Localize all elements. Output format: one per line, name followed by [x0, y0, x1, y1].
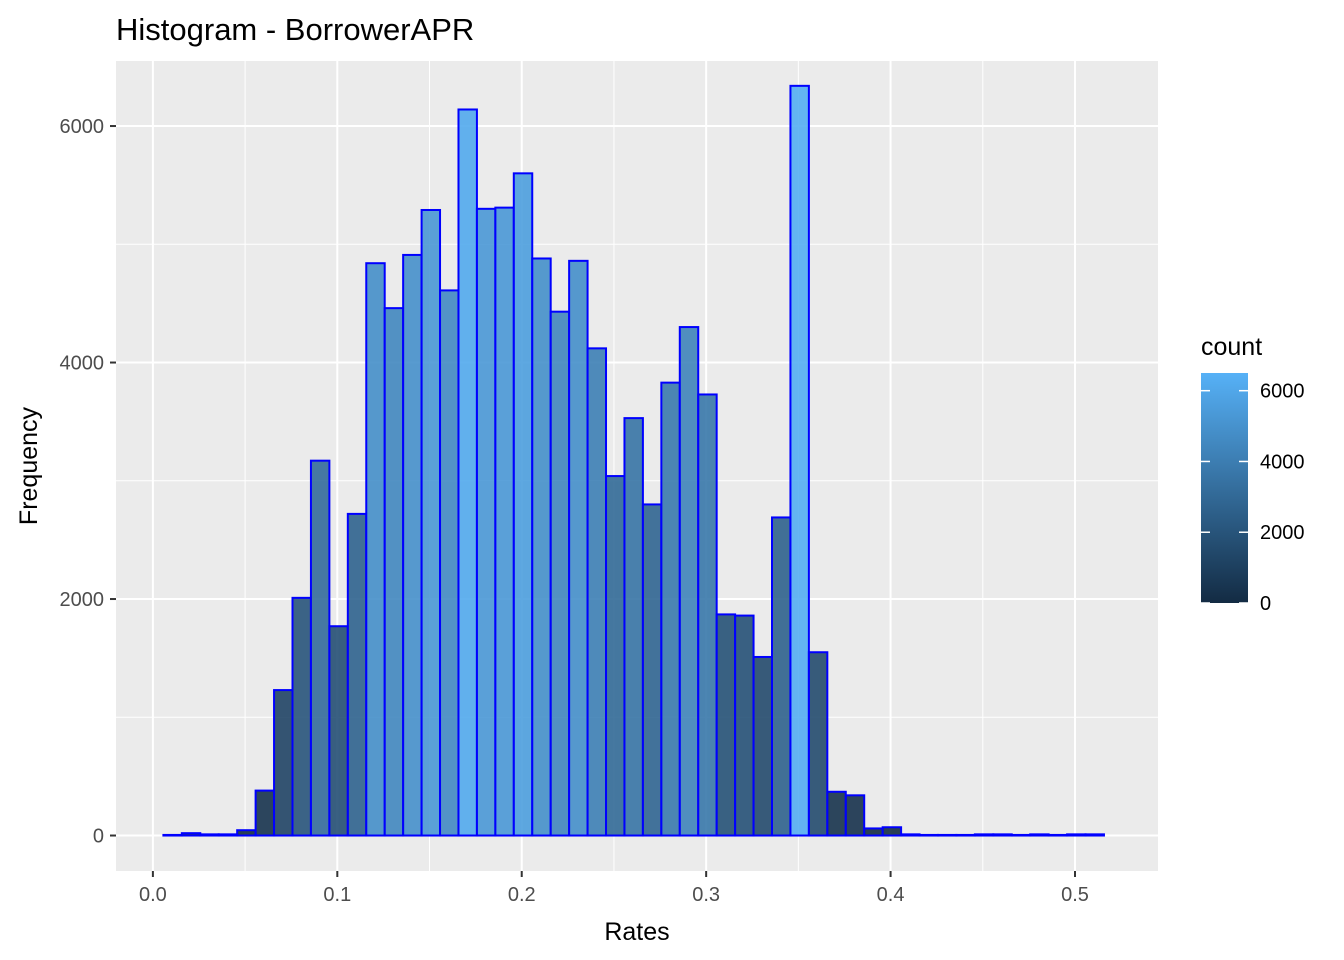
y-axis: 0 2000 4000 6000 [60, 116, 116, 848]
x-tick-label: 0.3 [692, 884, 720, 906]
legend-tick-label: 2000 [1260, 522, 1305, 544]
histogram-bar [955, 833, 976, 837]
histogram-bar [807, 651, 829, 837]
histogram-bar [494, 206, 515, 837]
histogram-bar [420, 208, 442, 837]
x-tick-label: 0.0 [139, 884, 167, 906]
y-axis-title: Frequency [15, 406, 43, 525]
histogram-bar [1066, 833, 1087, 837]
histogram-bar [715, 613, 737, 837]
histogram-bar [863, 827, 884, 837]
histogram-bar [346, 512, 368, 837]
histogram-bar [789, 84, 810, 837]
histogram-bar [531, 257, 552, 837]
y-tick-label: 0 [93, 826, 104, 848]
legend-ticks: 0 2000 4000 6000 [1201, 381, 1305, 615]
histogram-bar [900, 833, 921, 837]
histogram-bar [697, 393, 718, 837]
color-legend: count 0 2000 4000 6000 [1201, 333, 1305, 615]
chart-title: Histogram - BorrowerAPR [116, 12, 474, 47]
histogram-bar [1047, 833, 1069, 837]
legend-tick-label: 4000 [1260, 451, 1305, 473]
x-tick-label: 0.4 [877, 884, 905, 906]
histogram-bar [605, 475, 626, 837]
histogram-bar [826, 790, 847, 837]
histogram-bar [623, 417, 644, 837]
histogram-bar [217, 833, 239, 837]
histogram-bar [844, 794, 866, 837]
histogram-bar [475, 207, 497, 837]
histogram-bar [992, 833, 1013, 837]
histogram-bar [180, 832, 202, 837]
histogram-bar [660, 381, 681, 837]
histogram-bar [568, 259, 589, 837]
histogram-bar [309, 459, 331, 837]
histogram-bar [273, 689, 294, 837]
histogram-bar [365, 262, 386, 837]
legend-title: count [1201, 333, 1262, 361]
histogram-bar [291, 596, 312, 837]
histogram-bar [328, 625, 349, 837]
y-tick-label: 2000 [60, 589, 105, 611]
histogram-bar [199, 833, 220, 837]
x-tick-label: 0.2 [508, 884, 536, 906]
histogram-bar [549, 310, 571, 837]
histogram-bar [162, 833, 183, 837]
histogram-bar [918, 833, 939, 837]
legend-colorbar [1201, 373, 1248, 603]
histogram-bar [1010, 833, 1032, 837]
x-axis-title: Rates [604, 918, 669, 946]
histogram-bar [770, 516, 792, 837]
histogram-bar [383, 307, 405, 837]
x-axis: 0.0 0.1 0.2 0.3 0.4 0.5 [139, 871, 1089, 906]
legend-tick-label: 0 [1260, 593, 1271, 615]
histogram-bar [254, 789, 276, 837]
x-tick-label: 0.5 [1061, 884, 1089, 906]
y-tick-label: 4000 [60, 353, 105, 375]
histogram-bar [641, 503, 663, 837]
histogram-bars [162, 84, 1105, 837]
histogram-bar [236, 829, 257, 837]
histogram-bar [512, 172, 534, 837]
histogram-bar [402, 253, 423, 837]
histogram-bar [734, 614, 755, 837]
x-tick-label: 0.1 [323, 884, 351, 906]
legend-tick-label: 6000 [1260, 381, 1305, 403]
histogram-bar [457, 108, 478, 837]
histogram-bar [586, 347, 608, 837]
histogram-bar [973, 833, 995, 837]
histogram-bar [936, 833, 958, 837]
histogram-bar [1029, 833, 1050, 837]
histogram-bar [881, 826, 903, 837]
histogram-bar [752, 655, 773, 837]
histogram-bar [678, 326, 700, 837]
y-tick-label: 6000 [60, 116, 105, 138]
histogram-bar [1084, 833, 1105, 837]
histogram-bar [439, 289, 460, 837]
